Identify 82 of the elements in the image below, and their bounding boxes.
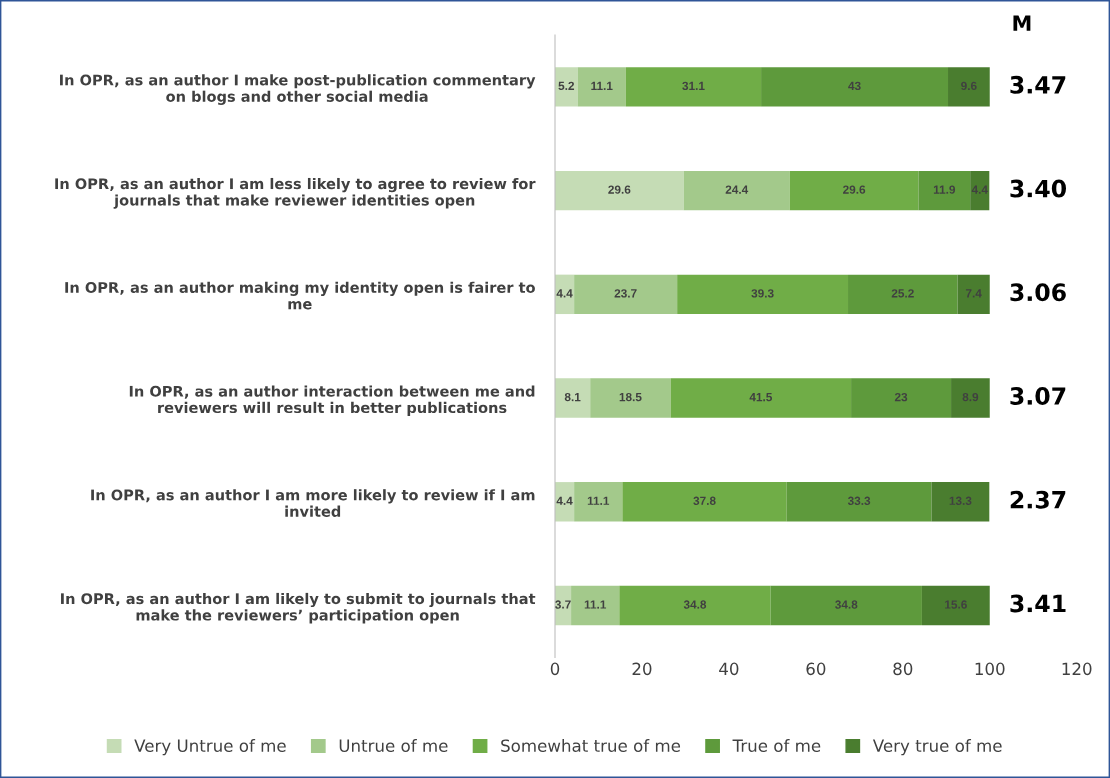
data-label: 9.6 — [961, 81, 977, 91]
data-label: 3.7 — [555, 600, 571, 609]
data-label: 8.9 — [962, 392, 979, 402]
bar — [683, 170, 790, 211]
annotation: 3.06 — [1010, 283, 1066, 302]
bar — [622, 482, 787, 522]
bar — [625, 67, 762, 107]
bar — [789, 170, 919, 211]
data-label: 39.3 — [751, 289, 774, 298]
data-label: 34.8 — [835, 600, 858, 609]
bar — [931, 482, 990, 522]
annotation: 3.47 — [1010, 75, 1066, 94]
data-label: 8.1 — [564, 392, 581, 402]
y-tick-label: In OPR, as an author I am more likely to review if I am invited — [91, 489, 535, 517]
legend-label: Very true of me — [872, 739, 1002, 756]
text: M — [1013, 15, 1031, 31]
x-tick-label: 20 — [632, 662, 652, 676]
data-label: 18.5 — [619, 392, 642, 402]
annotation: 2.37 — [1010, 490, 1066, 509]
data-label: 11.9 — [933, 185, 956, 194]
legend-label: Very Untrue of me — [134, 739, 286, 756]
data-label: 23.7 — [614, 289, 637, 298]
legend-label: Somewhat true of me — [501, 739, 681, 752]
bar — [555, 378, 591, 418]
bar — [555, 170, 684, 211]
bar — [555, 67, 578, 107]
y-tick-label: In OPR, as an author I am less likely to agree to review for journals that make reviewer identities open — [55, 177, 536, 209]
bar — [970, 170, 990, 211]
bar — [670, 378, 852, 418]
data-label: 11.1 — [591, 81, 613, 90]
bar — [590, 378, 671, 418]
x-tick-label: 100 — [975, 662, 1005, 676]
data-label: 37.8 — [693, 496, 716, 505]
bar — [957, 274, 990, 315]
data-label: 4.4 — [971, 185, 988, 194]
bar — [921, 585, 990, 626]
data-label: 13.3 — [949, 496, 972, 505]
legend-label: True of me — [732, 739, 821, 752]
bar — [571, 585, 620, 626]
bar — [851, 378, 952, 418]
data-label: 33.3 — [847, 496, 871, 505]
bar — [918, 170, 971, 211]
data-label: 4.4 — [556, 496, 573, 505]
bar — [677, 274, 849, 315]
data-label: 43 — [848, 81, 861, 91]
data-label: 31.1 — [682, 81, 705, 91]
data-label: 4.4 — [556, 289, 573, 298]
data-label: 11.1 — [584, 600, 607, 609]
data-label: 15.6 — [945, 600, 967, 609]
x-tick-label: 60 — [806, 662, 826, 676]
x-tick-label: 0 — [550, 662, 560, 676]
y-tick-label: In OPR, as an author interaction between me and reviewers will result in better publications — [129, 385, 535, 416]
data-label: 41.5 — [749, 393, 773, 402]
y-tick-label: In OPR, as an author I make post-publication commentary on blogs and other social media — [60, 74, 536, 105]
data-label: 29.6 — [843, 185, 866, 194]
bar — [574, 274, 678, 315]
data-label: 29.6 — [608, 185, 631, 194]
data-label: 5.2 — [558, 81, 575, 91]
data-label: 7.4 — [965, 289, 982, 298]
y-tick-label: In OPR, as an author I am likely to submit to journals that make the reviewers’ participation open — [61, 592, 536, 624]
y-tick-label: In OPR, as an author making my identity open is fairer to me — [65, 281, 535, 310]
data-label: 24.4 — [725, 185, 749, 194]
data-label: 25.2 — [891, 289, 914, 298]
annotation: 3.41 — [1010, 594, 1066, 613]
bar — [577, 67, 626, 107]
data-label: 34.8 — [683, 600, 707, 609]
bar — [574, 482, 623, 522]
bar — [761, 67, 949, 107]
bar — [951, 378, 990, 418]
data-label: 11.1 — [587, 496, 610, 505]
bar — [948, 67, 990, 107]
bar — [770, 585, 922, 626]
bar — [848, 274, 958, 315]
legend-label: Untrue of me — [339, 739, 448, 752]
annotation: 3.40 — [1010, 179, 1067, 198]
annotation: 3.07 — [1010, 387, 1066, 405]
bar — [619, 585, 771, 626]
x-tick-label: 120 — [1062, 662, 1092, 676]
x-tick-label: 40 — [719, 662, 739, 676]
bar — [786, 482, 932, 522]
data-label: 23 — [894, 392, 908, 402]
x-tick-label: 80 — [893, 662, 913, 676]
